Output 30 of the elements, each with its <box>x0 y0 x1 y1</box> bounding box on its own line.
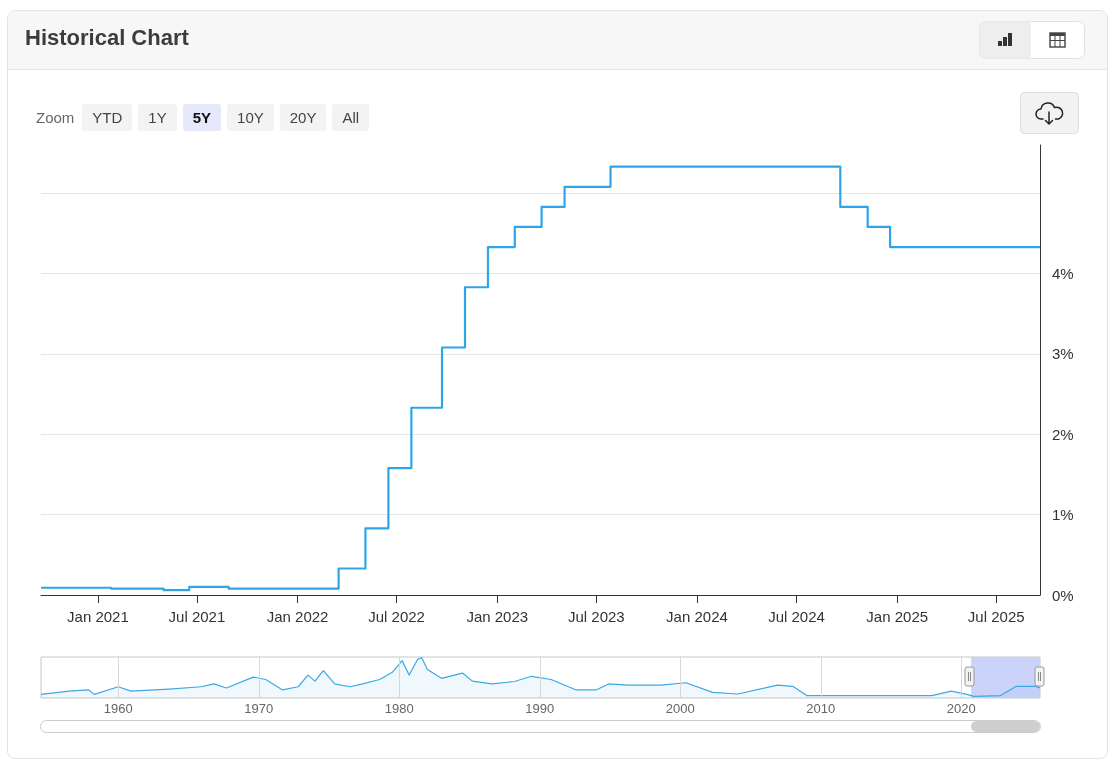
x-tick-label: Jan 2023 <box>466 608 529 625</box>
x-tick-label: Jan 2025 <box>866 608 929 625</box>
text: YTD <box>82 104 133 131</box>
y-tick-label: 2% <box>1052 425 1074 443</box>
x-tick-label: Jul 2025 <box>967 608 1025 625</box>
y-tick-label: 3% <box>1052 345 1074 363</box>
x-tick-label: 1960 <box>103 701 133 716</box>
x-tick-label: Jan 2022 <box>266 608 329 625</box>
chart-title: Historical Chart <box>25 25 189 51</box>
text: 10Y <box>227 104 274 131</box>
x-tick-label: Jul 2021 <box>168 608 226 625</box>
text: 5Y <box>182 104 222 131</box>
x-tick-label: 2000 <box>665 701 695 716</box>
x-tick-label: 1970 <box>244 701 274 716</box>
text: 1Y <box>138 104 177 131</box>
x-tick-label: Jan 2021 <box>67 608 129 625</box>
text: All <box>332 104 370 131</box>
x-tick-label: Jul 2024 <box>768 608 825 625</box>
text: 20Y <box>279 104 327 131</box>
x-tick-label: 2020 <box>946 701 976 716</box>
y-tick-label: 4% <box>1052 265 1074 283</box>
x-tick-label: 1980 <box>384 701 414 716</box>
x-tick-label: 1990 <box>525 701 555 716</box>
y-tick-label: 1% <box>1052 506 1074 524</box>
x-tick-label: Jul 2022 <box>368 608 425 625</box>
x-tick-label: Jul 2023 <box>567 608 625 625</box>
text: Zoom <box>35 108 76 128</box>
x-tick-label: Jan 2024 <box>666 608 728 625</box>
y-tick-label: 0% <box>1052 586 1074 604</box>
x-tick-label: 2010 <box>806 701 836 716</box>
